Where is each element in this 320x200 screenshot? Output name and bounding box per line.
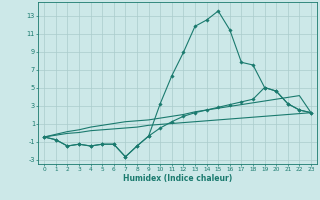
X-axis label: Humidex (Indice chaleur): Humidex (Indice chaleur) [123, 174, 232, 183]
